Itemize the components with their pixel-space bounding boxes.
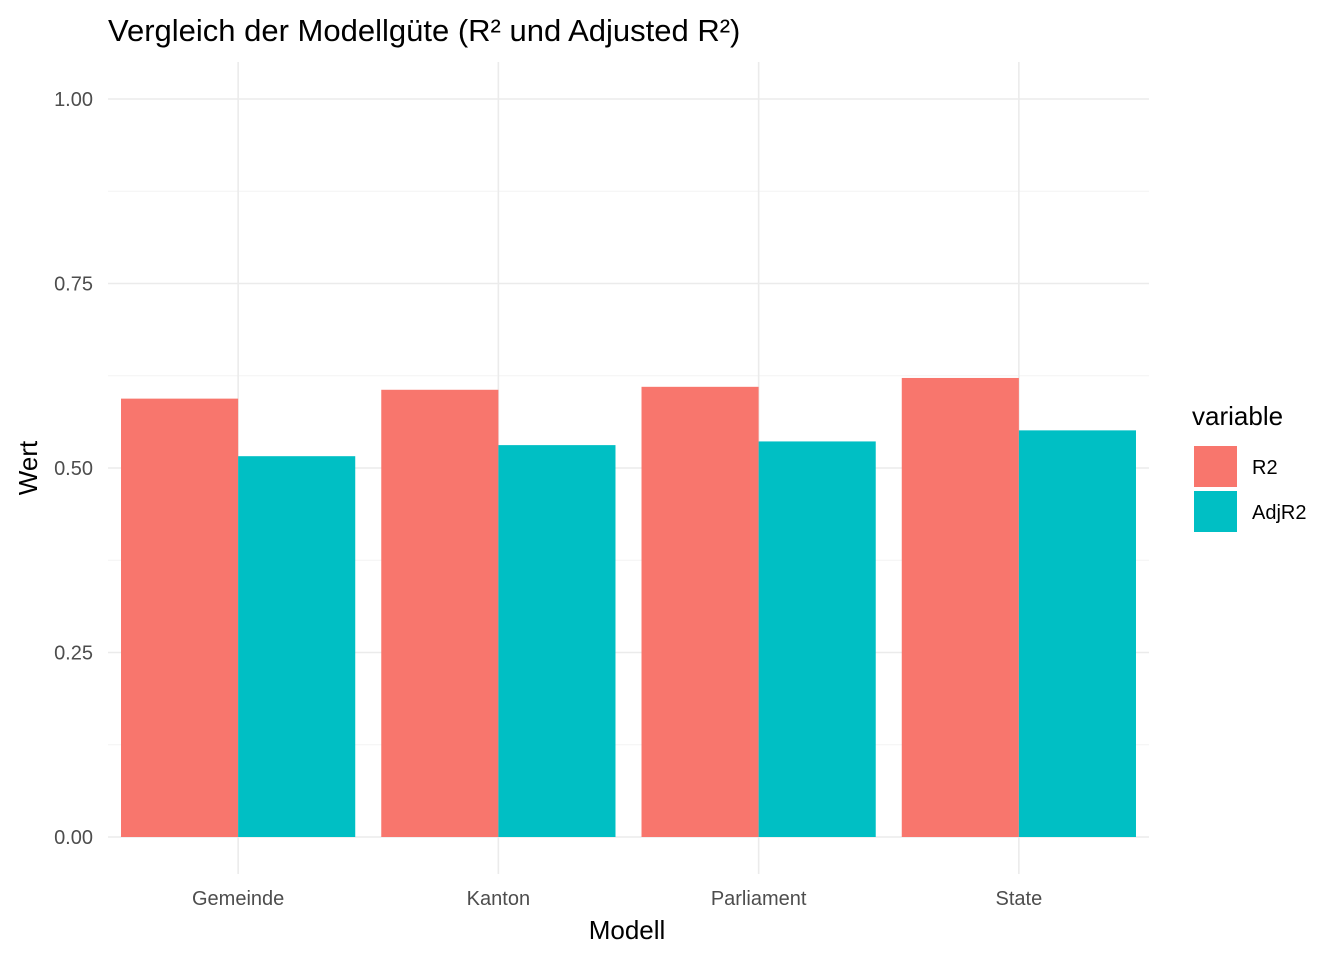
y-tick-label: 0.25 [54,643,93,665]
bar-adjr2-parliament [758,441,876,837]
y-tick-label: 0.50 [54,458,93,480]
x-tick-label: Gemeinde [192,888,284,910]
bar-adjr2-gemeinde [238,456,356,837]
bars [121,377,1136,837]
legend-key-r2 [1194,446,1237,487]
x-tick-label: Kanton [467,888,530,910]
x-axis-ticks: Gemeinde Kanton Parliament State [192,888,1042,910]
y-axis-title: Wert [13,440,43,495]
bar-adjr2-kanton [498,445,616,837]
legend: variable R2 AdjR2 [1192,401,1306,532]
legend-label-adjr2: AdjR2 [1252,502,1306,524]
y-tick-label: 1.00 [54,89,93,111]
x-tick-label: Parliament [711,888,807,910]
legend-label-r2: R2 [1252,457,1278,479]
bar-r2-gemeinde [121,398,239,837]
legend-key-adjr2 [1194,491,1237,532]
bar-adjr2-state [1018,430,1136,837]
x-axis-title: Modell [589,915,666,945]
x-tick-label: State [996,888,1043,910]
chart-title: Vergleich der Modellgüte (R² und Adjuste… [108,13,740,48]
y-tick-label: 0.75 [54,274,93,296]
y-axis-ticks: 0.00 0.25 0.50 0.75 1.00 [54,89,93,849]
bar-r2-parliament [641,386,759,837]
bar-r2-state [901,377,1019,837]
legend-title: variable [1192,401,1283,431]
y-tick-label: 0.00 [54,827,93,849]
bar-r2-kanton [381,389,499,837]
